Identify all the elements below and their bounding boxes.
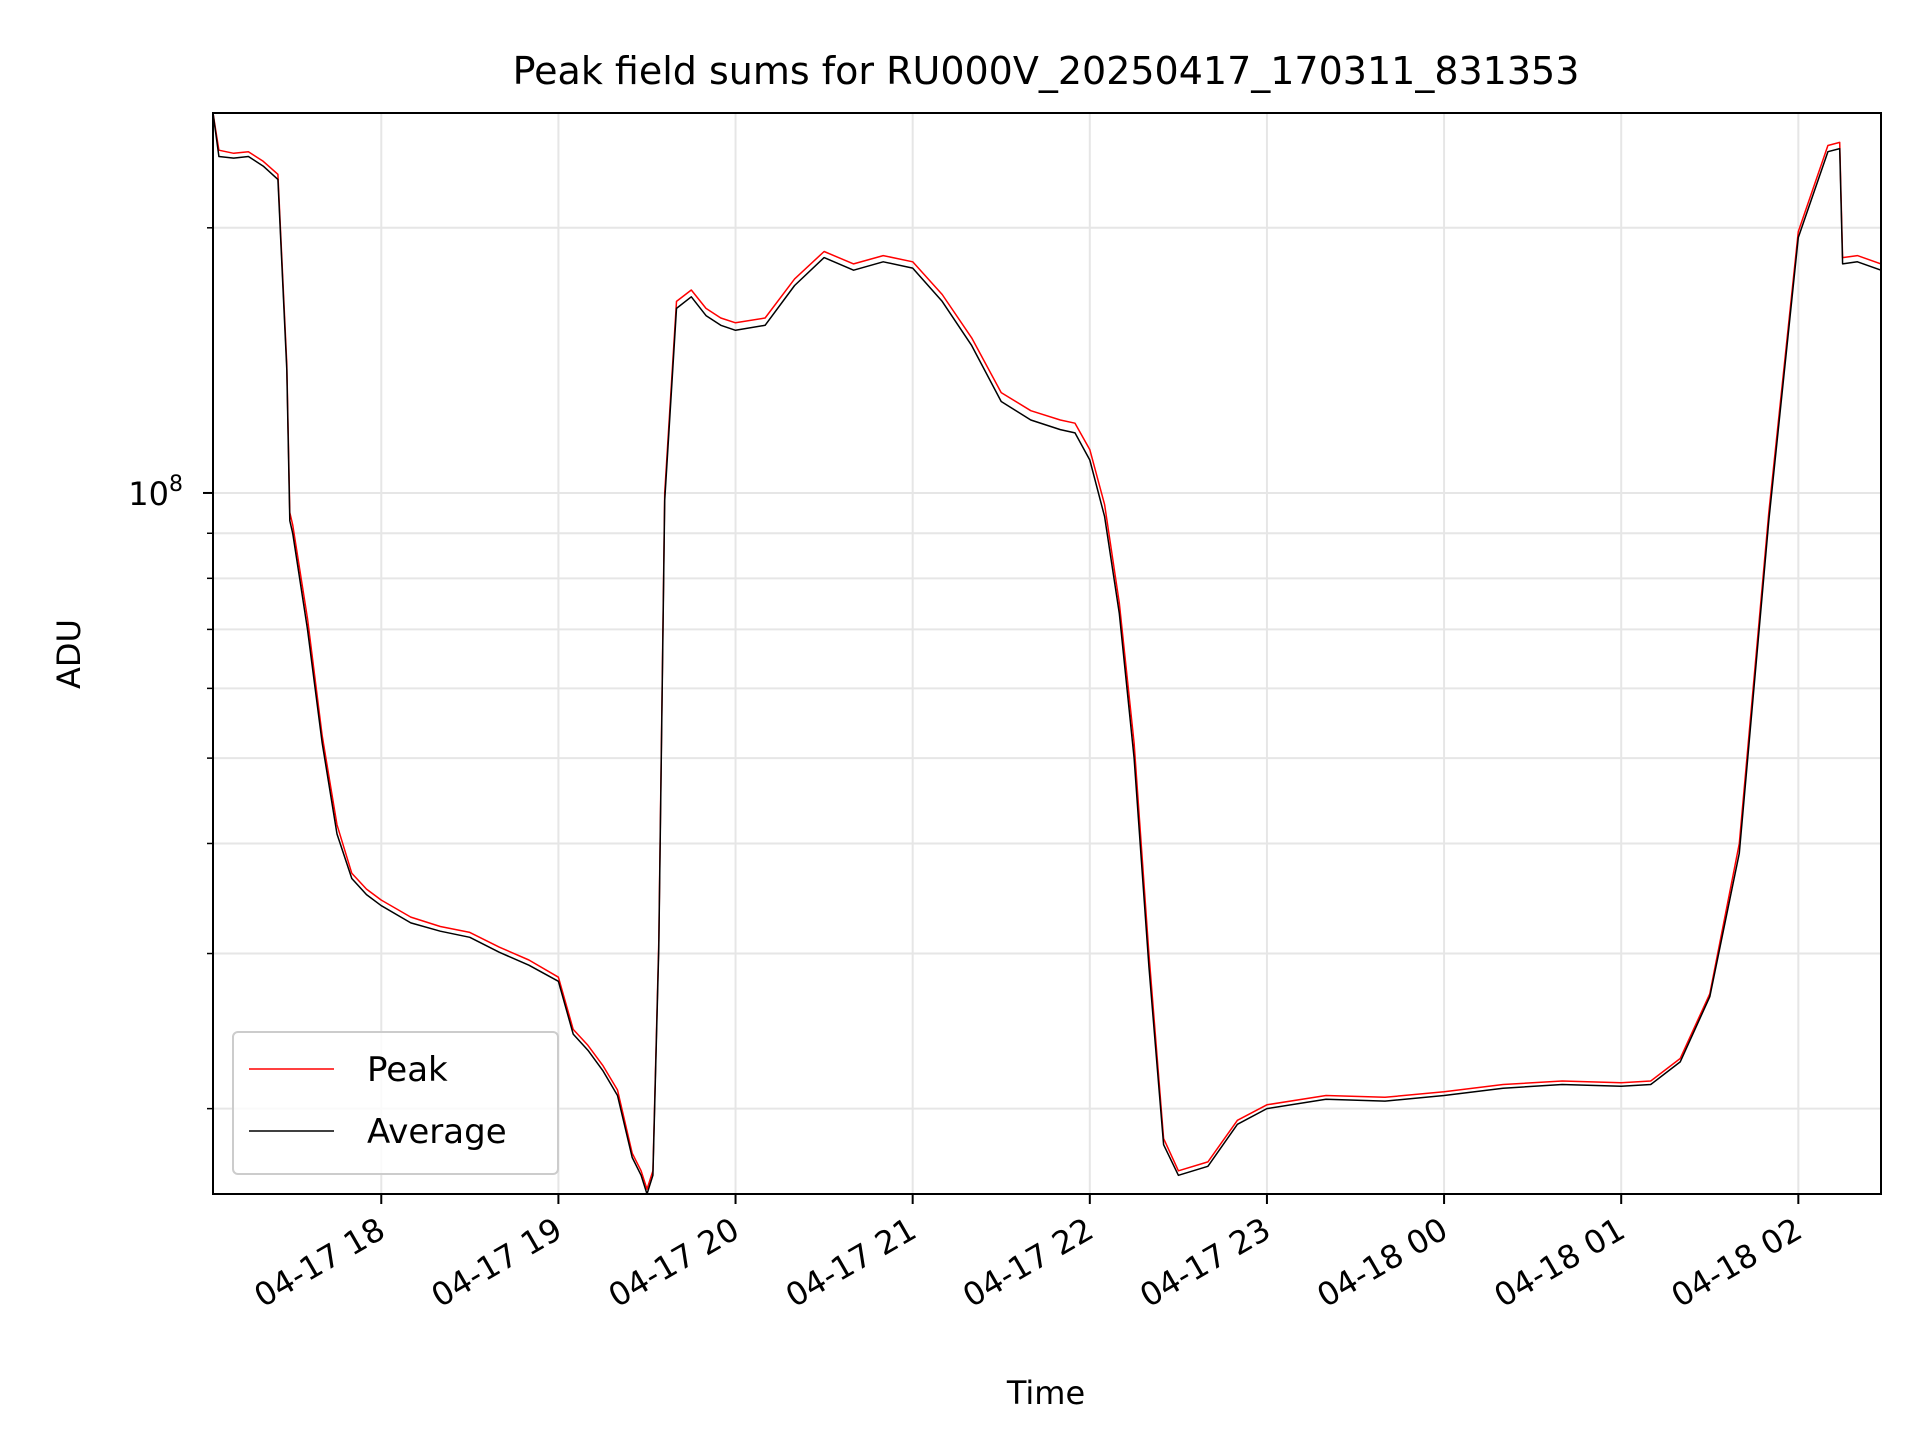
legend: Peak Average: [232, 1031, 559, 1175]
series-line-average: [213, 113, 1881, 1194]
legend-box: [232, 1031, 559, 1175]
y-axis-ticks: 108: [128, 227, 213, 1110]
series-layer: [213, 113, 1881, 1194]
y-axis-label: ADU: [50, 619, 88, 689]
x-axis-label: Time: [1006, 1374, 1085, 1412]
legend-peak-label: Peak: [367, 1050, 448, 1090]
legend-average-label: Average: [367, 1112, 507, 1152]
chart-title: Peak field sums for RU000V_20250417_1703…: [513, 49, 1580, 93]
grid-lines: [213, 113, 1881, 1194]
plot-frame: [212, 112, 1882, 1195]
series-line-peak: [213, 113, 1881, 1190]
y-tick-label: 108: [128, 472, 183, 513]
